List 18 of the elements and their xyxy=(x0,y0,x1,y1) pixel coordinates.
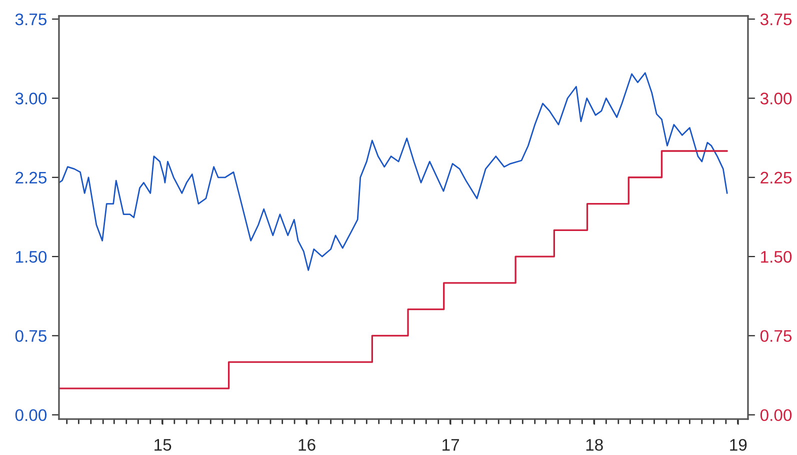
x-tick-label: 15 xyxy=(154,439,172,451)
x-tick-label: 18 xyxy=(586,438,603,451)
y-tick-label: 3.75 xyxy=(15,13,46,26)
x-tick-label: 17 xyxy=(442,439,459,451)
y2-tick-label: 0.75 xyxy=(760,330,792,342)
y-tick-label: 3.00 xyxy=(15,92,47,104)
x-tick-label: 19 xyxy=(730,438,747,451)
y2-tick-label: 3.75 xyxy=(760,13,792,26)
y2-tick-label: 1.50 xyxy=(761,250,792,263)
y-tick-label: 0.75 xyxy=(15,330,46,342)
y2-tick-label: 3.00 xyxy=(760,92,792,104)
line-series xyxy=(58,72,728,271)
y-tick-label: 0.00 xyxy=(15,409,47,422)
x-tick-label: 16 xyxy=(298,438,316,451)
y-tick-label: 2.25 xyxy=(16,172,46,184)
y2-tick-label: 2.25 xyxy=(760,172,792,184)
y2-tick-label: 0.00 xyxy=(760,409,792,422)
y-tick-label: 1.50 xyxy=(16,250,47,263)
